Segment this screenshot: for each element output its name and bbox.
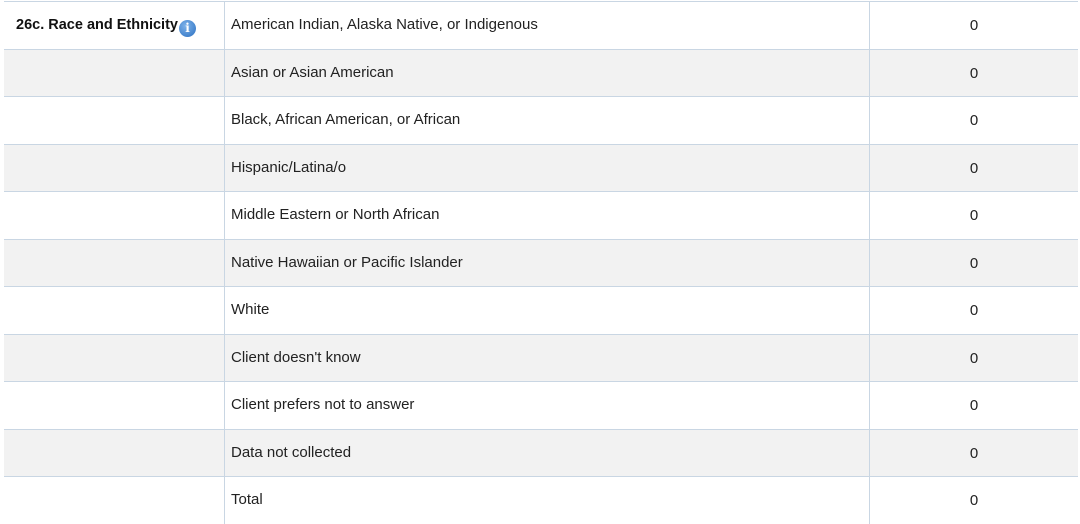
count-value: 0 [969,64,979,82]
category-cell: Asian or Asian American [224,48,870,97]
count-value: 0 [969,112,979,129]
section-title: 26c. Race and Ethnicity [16,17,178,33]
section-cell [4,476,225,524]
count-cell: 0 [869,381,1078,429]
category-cell: Total [224,476,870,524]
count-cell: 0 [869,96,1078,144]
table-row: Native Hawaiian or Pacific Islander 0 [4,238,1078,287]
count-cell: 0 [869,476,1078,524]
category-label: Native Hawaiian or Pacific Islander [231,253,463,271]
category-cell: Data not collected [224,428,870,477]
table-row: Asian or Asian American 0 [4,48,1078,97]
section-cell [4,286,225,334]
table-row: 26c. Race and Ethnicity i American Indian,… [4,1,1078,49]
count-cell: 0 [869,428,1078,477]
table-row: Black, African American, or African 0 [4,96,1078,144]
count-cell: 0 [869,48,1078,97]
count-value: 0 [969,492,979,509]
table-row: Data not collected 0 [4,428,1078,477]
section-cell [4,143,225,192]
count-cell: 0 [869,191,1078,239]
section-cell [4,96,225,144]
category-label: Asian or Asian American [231,63,394,81]
category-label: American Indian, Alaska Native, or Indig… [231,16,538,33]
category-cell: Black, African American, or African [224,96,870,144]
section-cell [4,333,225,382]
info-icon[interactable]: i [178,20,196,37]
category-cell: White [224,286,870,334]
category-label: Client prefers not to answer [231,396,415,413]
category-cell: Native Hawaiian or Pacific Islander [224,238,870,287]
section-cell [4,238,225,287]
category-cell: American Indian, Alaska Native, or Indig… [224,1,870,49]
category-cell: Client doesn't know [224,333,870,382]
category-label: White [231,301,270,318]
table-row: Client prefers not to answer 0 [4,381,1078,429]
category-label: Total [231,491,263,508]
category-label: Hispanic/Latina/o [231,158,347,176]
count-cell: 0 [869,238,1078,287]
category-label: Data not collected [231,443,352,461]
count-cell: 0 [869,286,1078,334]
table-row: Hispanic/Latina/o 0 [4,143,1078,192]
table-row: Middle Eastern or North African 0 [4,191,1078,239]
table-row: Total 0 [4,476,1078,524]
category-label: Client doesn't know [231,348,361,366]
category-cell: Client prefers not to answer [224,381,870,429]
count-value: 0 [969,159,979,177]
table-row: Client doesn't know 0 [4,333,1078,382]
count-value: 0 [969,397,979,414]
count-value: 0 [969,17,979,34]
section-cell [4,428,225,477]
count-value: 0 [969,207,979,224]
count-value: 0 [969,302,979,319]
race-ethnicity-table: 26c. Race and Ethnicity i American Indian,… [4,1,1078,524]
section-cell [4,381,225,429]
category-label: Middle Eastern or North African [231,206,440,223]
count-cell: 0 [869,333,1078,382]
count-value: 0 [969,444,979,462]
category-cell: Middle Eastern or North African [224,191,870,239]
section-cell [4,48,225,97]
count-value: 0 [969,349,979,367]
category-cell: Hispanic/Latina/o [224,143,870,192]
count-cell: 0 [869,1,1078,49]
count-value: 0 [969,254,979,272]
category-label: Black, African American, or African [231,111,461,128]
section-cell: 26c. Race and Ethnicity i [4,1,225,49]
section-cell [4,191,225,239]
count-cell: 0 [869,143,1078,192]
table-row: White 0 [4,286,1078,334]
